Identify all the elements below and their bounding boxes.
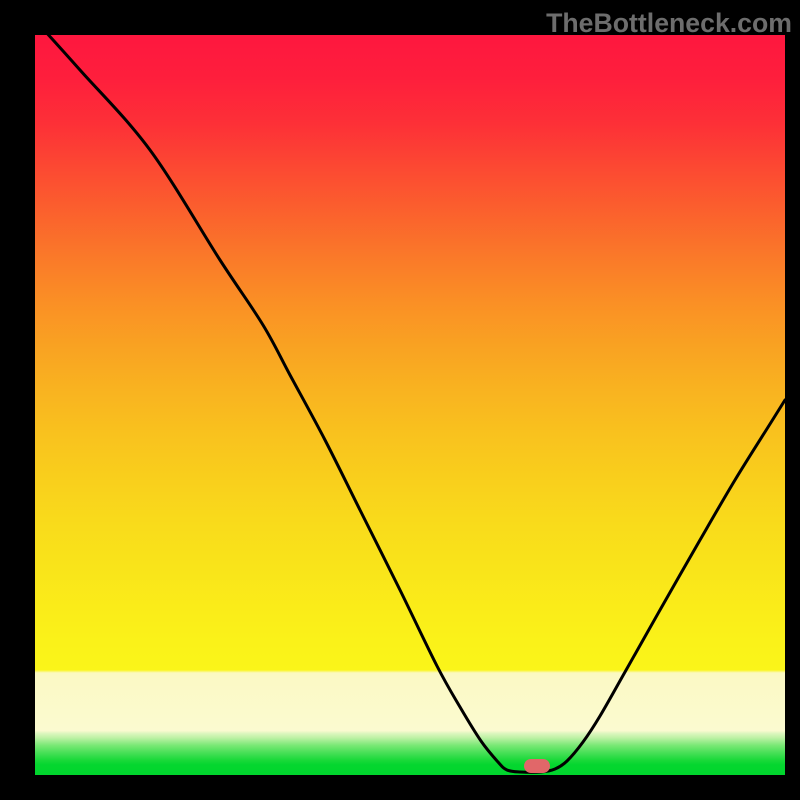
chart-canvas: TheBottleneck.com [0,0,800,800]
plot-background [0,0,800,800]
watermark-text: TheBottleneck.com [546,8,792,39]
